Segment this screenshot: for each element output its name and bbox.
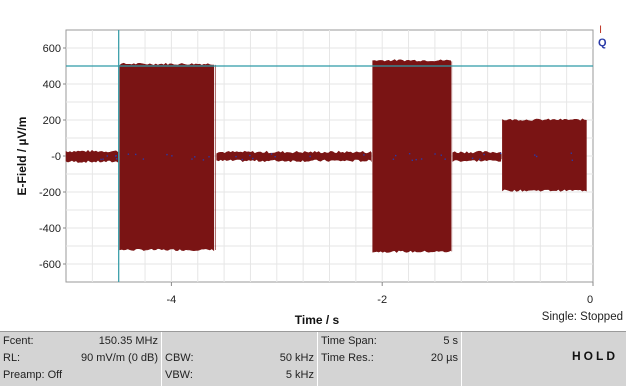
q-trace-point: [115, 158, 118, 160]
chart-svg[interactable]: 600 400 200 -0 -200 -400 -600 -4 -2 0 Time / s E-…: [0, 0, 626, 330]
q-trace-point: [535, 155, 538, 158]
q-trace-point: [363, 154, 365, 156]
q-trace-point: [252, 157, 254, 160]
trace-area: [65, 59, 587, 253]
q-trace-point: [471, 157, 474, 159]
x-tick-label: 0: [587, 294, 593, 306]
q-trace-point: [142, 158, 145, 160]
q-trace-point: [102, 158, 104, 160]
q-trace-point: [270, 153, 273, 155]
info-panel: Fcent: 150.35 MHz RL: 90 mV/m (0 dB) Pre…: [0, 331, 626, 386]
q-trace-point: [571, 159, 574, 161]
q-trace-point: [171, 155, 173, 157]
x-tick-label: -2: [377, 294, 387, 306]
y-axis-title: E-Field / µV/m: [15, 117, 29, 196]
y-tick-label: -200: [39, 187, 61, 199]
q-trace-point: [415, 158, 417, 161]
hold-cell[interactable]: HOLD: [462, 332, 626, 386]
q-trace-point: [394, 154, 397, 157]
signal-burst: [119, 62, 215, 252]
cbw-label: CBW:: [165, 352, 194, 364]
y-tick-label: 400: [43, 79, 61, 91]
q-trace-point: [479, 158, 481, 161]
q-trace-point: [208, 156, 210, 158]
q-trace-point: [392, 158, 395, 160]
time-cell: Time Span: 5 s Time Res.: 20 µs: [318, 332, 462, 386]
q-trace-point: [241, 158, 243, 161]
q-trace-point: [408, 152, 411, 155]
q-trace-point: [274, 155, 276, 158]
q-trace-point: [202, 159, 205, 161]
q-trace-point: [166, 153, 168, 156]
q-trace-point: [106, 155, 108, 157]
q-trace-point: [483, 153, 485, 156]
res-label: Time Res.:: [321, 352, 374, 364]
span-label: Time Span:: [321, 335, 377, 347]
tick-labels: 600 400 200 -0 -200 -400 -600 -4 -2 0: [39, 43, 594, 306]
y-tick-label: 200: [43, 115, 61, 127]
freq-cell: Fcent: 150.35 MHz RL: 90 mV/m (0 dB) Pre…: [0, 332, 162, 386]
legend-q: Q: [598, 37, 607, 49]
q-trace-point: [134, 153, 137, 156]
vbw-value: 5 kHz: [285, 369, 314, 381]
hold-indicator: HOLD: [572, 349, 618, 363]
span-value: 5 s: [443, 335, 458, 347]
y-tick-label: 600: [43, 43, 61, 55]
q-trace-point: [191, 158, 193, 160]
legend-i: I: [599, 24, 602, 36]
fcent-value: 150.35 MHz: [98, 335, 158, 347]
preamp-label: Preamp: Off: [3, 369, 63, 381]
y-tick-label: -400: [39, 223, 61, 235]
q-trace-point: [100, 158, 102, 161]
status-text: Single: Stopped: [541, 311, 623, 323]
signal-burst: [502, 118, 587, 192]
q-trace-point: [434, 153, 436, 155]
chart-panel: 600 400 200 -0 -200 -400 -600 -4 -2 0 Time / s E-…: [0, 0, 626, 330]
q-trace-point: [444, 158, 446, 160]
signal-burst: [372, 59, 451, 253]
bandwidth-cell: CBW: 50 kHz VBW: 5 kHz: [162, 332, 318, 386]
q-trace-point: [235, 155, 237, 158]
rl-label: RL:: [3, 352, 21, 364]
q-trace-point: [127, 153, 130, 155]
y-tick-label: -0: [51, 151, 61, 163]
q-trace-point: [411, 159, 413, 161]
q-trace-point: [309, 155, 311, 158]
q-trace-point: [115, 155, 117, 157]
noise-floor: [452, 150, 502, 162]
q-trace-point: [194, 156, 196, 158]
x-axis-title: Time / s: [295, 313, 340, 327]
res-value: 20 µs: [430, 352, 458, 364]
q-trace-point: [570, 152, 573, 154]
rl-value: 90 mV/m (0 dB): [80, 352, 158, 364]
y-tick-label: -600: [39, 259, 61, 271]
vbw-label: VBW:: [165, 369, 193, 381]
x-tick-label: -4: [167, 294, 177, 306]
q-trace-point: [249, 154, 251, 157]
cbw-value: 50 kHz: [279, 352, 314, 364]
q-trace-point: [499, 152, 502, 155]
cursor-lines: [66, 30, 593, 282]
q-trace-point: [440, 154, 443, 156]
q-trace-point: [420, 158, 423, 160]
noise-floor: [216, 150, 371, 163]
fcent-label: Fcent:: [3, 335, 34, 347]
q-trace-point: [534, 154, 536, 156]
noise-floor: [65, 149, 119, 163]
